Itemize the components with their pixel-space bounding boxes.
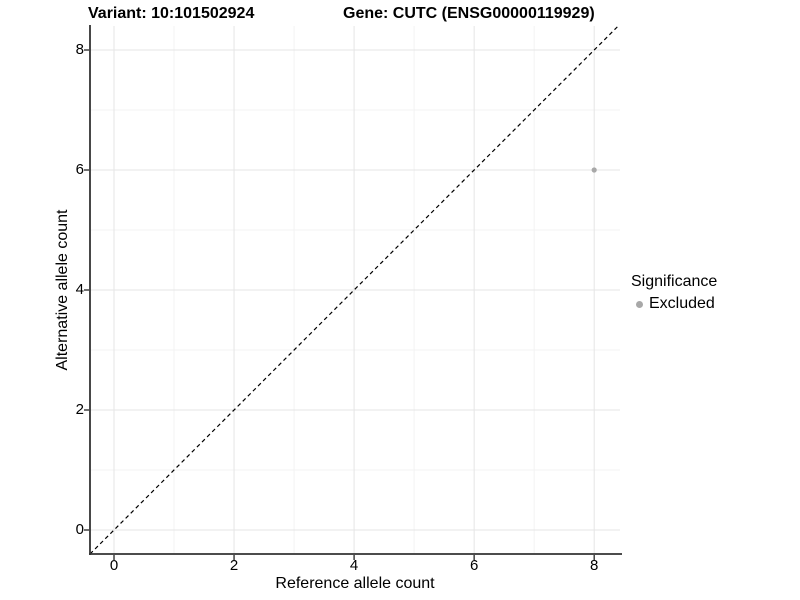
y-tick-label: 2 (75, 401, 84, 418)
y-axis-title: Alternative allele count (54, 209, 71, 371)
x-tick-label: 6 (469, 557, 479, 574)
legend-item-excluded: Excluded (631, 294, 717, 314)
y-tick-label: 0 (75, 521, 84, 538)
x-tick-label: 0 (109, 557, 119, 574)
y-tick-label: 8 (75, 41, 84, 58)
data-point (591, 167, 597, 173)
x-axis-title: Reference allele count (275, 575, 435, 592)
y-tick-label: 4 (75, 281, 84, 298)
legend-key-dot-icon (636, 300, 643, 308)
legend-item-label: Excluded (649, 295, 715, 312)
y-tick-label: 6 (75, 161, 84, 178)
identity-dashed-line (89, 25, 619, 555)
legend-title: Significance (631, 273, 718, 290)
legend: Significance Excluded (631, 272, 717, 314)
x-tick-label: 4 (349, 557, 359, 574)
plot-title-variant: Variant: 10:101502924 (88, 5, 255, 22)
x-tick-label: 2 (229, 557, 239, 574)
x-tick-label: 8 (590, 557, 599, 574)
plot-title-gene: Gene: CUTC (ENSG00000119929) (343, 5, 595, 22)
